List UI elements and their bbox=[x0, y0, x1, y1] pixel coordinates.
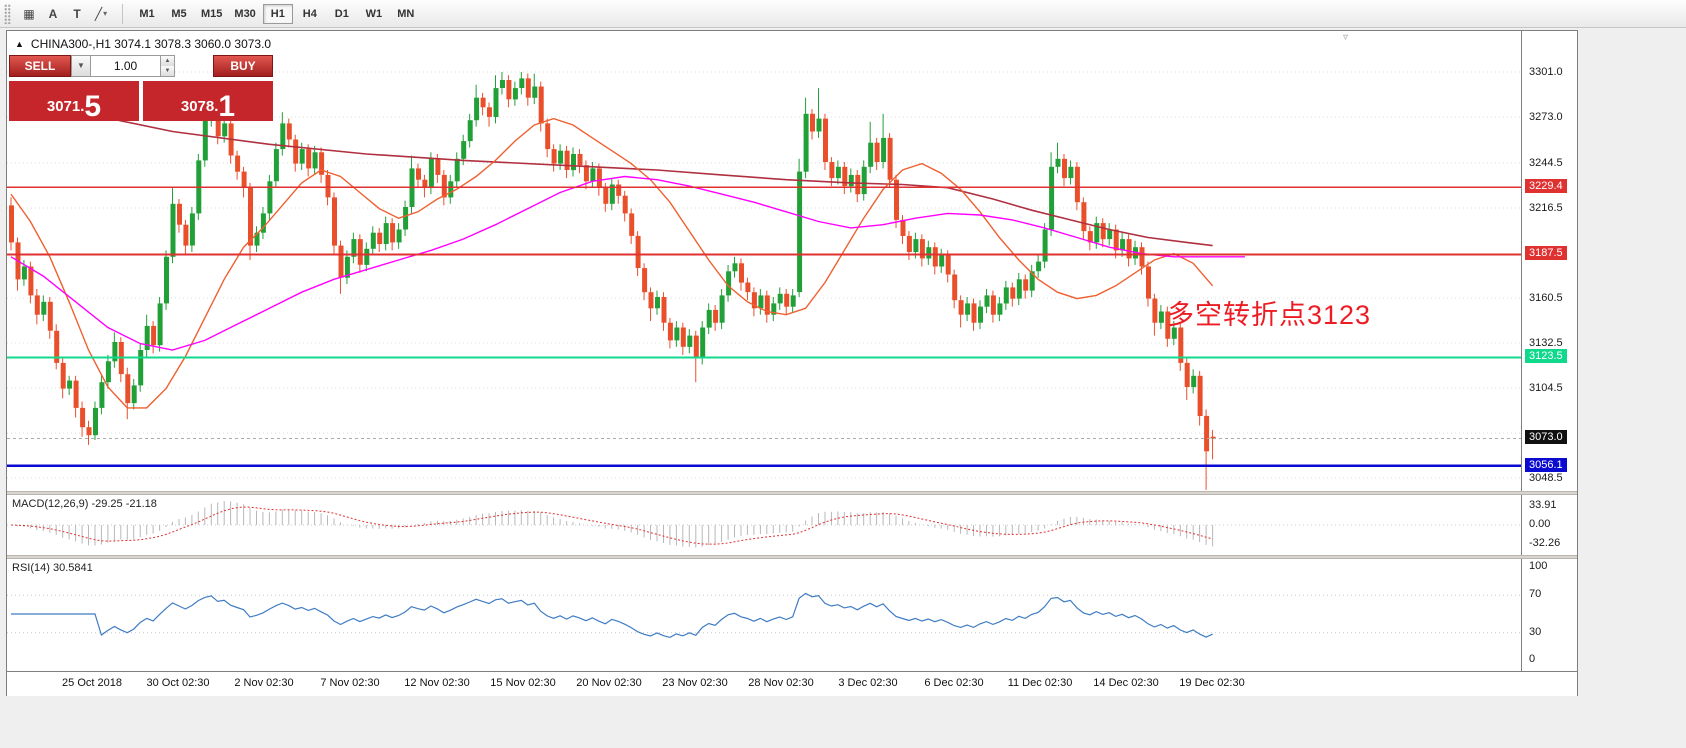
timeframe-H4-button[interactable]: H4 bbox=[295, 4, 325, 24]
rsi-axis-30: 30 bbox=[1529, 626, 1542, 638]
volume-spin-down-icon[interactable]: ▼ bbox=[161, 66, 174, 76]
chart-title-text: CHINA300-,H1 3074.1 3078.3 3060.0 3073.0 bbox=[30, 37, 272, 51]
macd-axis-max: 33.91 bbox=[1529, 499, 1557, 511]
time-axis-label: 11 Dec 02:30 bbox=[1007, 677, 1073, 689]
chart-shift-end-marker-icon: ▿ bbox=[1343, 32, 1349, 43]
price-badge-3056.1: 3056.1 bbox=[1525, 458, 1567, 472]
buy-price-display[interactable]: 3078. 1 bbox=[143, 81, 273, 121]
time-axis-label: 15 Nov 02:30 bbox=[490, 677, 556, 689]
volume-dropdown-button[interactable]: ▼ bbox=[71, 55, 91, 77]
line-draw-tool-button[interactable]: ╱ ▾ bbox=[89, 3, 113, 25]
grid-patt​ern-tool-button[interactable]: ▦ bbox=[17, 3, 41, 25]
time-axis-label: 2 Nov 02:30 bbox=[234, 677, 294, 689]
buy-price-big-digit: 1 bbox=[218, 89, 236, 123]
time-axis-label: 28 Nov 02:30 bbox=[748, 677, 814, 689]
price-badge-3229.4: 3229.4 bbox=[1525, 179, 1567, 193]
volume-spin-up-icon[interactable]: ▲ bbox=[161, 56, 174, 66]
trade-panel-controls: SELL ▼ ▲ ▼ BUY bbox=[9, 55, 273, 77]
timeframe-M30-button[interactable]: M30 bbox=[229, 4, 260, 24]
time-axis-label: 19 Dec 02:30 bbox=[1179, 677, 1245, 689]
price-badge-3187.5: 3187.5 bbox=[1525, 246, 1567, 260]
chart-annotation-text: 多空转折点3123 bbox=[1167, 300, 1372, 330]
line-draw-tool-icon: ╱ bbox=[94, 6, 103, 21]
timeframe-MN-button[interactable]: MN bbox=[391, 4, 421, 24]
price-axis-label: 3301.0 bbox=[1529, 66, 1563, 78]
time-axis-label: 20 Nov 02:30 bbox=[576, 677, 642, 689]
time-axis[interactable]: 25 Oct 2018 30 Oct 02:30 2 Nov 02:30 7 Nov … bbox=[7, 671, 1577, 696]
buy-button[interactable]: BUY bbox=[213, 55, 273, 77]
macd-axis-min: -32.26 bbox=[1529, 537, 1561, 549]
volume-input[interactable] bbox=[91, 55, 161, 77]
panel-splitter-rsi[interactable] bbox=[7, 555, 1577, 559]
rsi-axis-70: 70 bbox=[1529, 588, 1542, 600]
chart-shift-marker-icon: ▲ bbox=[15, 39, 24, 49]
toolbar: ▦ A T ╱ ▾ M1 M5 M15 M30 H1 H4 D1 W1 MN bbox=[0, 0, 1686, 28]
price-axis-label: 3104.5 bbox=[1529, 382, 1563, 394]
price-axis-label: 3048.5 bbox=[1529, 472, 1563, 484]
text-label-tool-icon: A bbox=[48, 6, 58, 21]
timeframe-W1-button[interactable]: W1 bbox=[359, 4, 389, 24]
price-axis-label: 3132.5 bbox=[1529, 337, 1563, 349]
price-axis-label: 3160.5 bbox=[1529, 292, 1563, 304]
rsi-axis-0: 0 bbox=[1529, 653, 1536, 665]
timeframe-M5-button[interactable]: M5 bbox=[164, 4, 194, 24]
price-badge-3073.0: 3073.0 bbox=[1525, 430, 1567, 444]
rsi-axis-100: 100 bbox=[1529, 560, 1548, 572]
price-axis[interactable]: 33.91 0.00 -32.26 100 70 30 0 3301.0 3273… bbox=[1523, 31, 1577, 671]
volume-spinner: ▲ ▼ bbox=[161, 55, 175, 77]
macd-axis-zero: 0.00 bbox=[1529, 518, 1551, 530]
price-axis-label: 3273.0 bbox=[1529, 111, 1563, 123]
timeframe-H1-button[interactable]: H1 bbox=[262, 3, 293, 24]
chart-title: ▲ CHINA300-,H1 3074.1 3078.3 3060.0 3073… bbox=[15, 37, 271, 51]
time-axis-label: 12 Nov 02:30 bbox=[404, 677, 470, 689]
chart-canvas[interactable] bbox=[7, 31, 1577, 671]
tool-group: ▦ A T ╱ ▾ bbox=[17, 3, 113, 25]
chart-window: ▲ CHINA300-,H1 3074.1 3078.3 3060.0 3073… bbox=[6, 30, 1578, 696]
price-axis-label: 3244.5 bbox=[1529, 157, 1563, 169]
buy-price-base: 3078. bbox=[180, 98, 219, 115]
sell-price-big-digit: 5 bbox=[84, 89, 102, 123]
price-axis-label: 3216.5 bbox=[1529, 202, 1563, 214]
sell-price-display[interactable]: 3071. 5 bbox=[9, 81, 139, 121]
grid-patt​ern-tool-icon: ▦ bbox=[23, 6, 35, 21]
one-click-trade-panel: SELL ▼ ▲ ▼ BUY 3071. 5 3078. 1 bbox=[9, 55, 273, 121]
sell-price-base: 3071. bbox=[46, 98, 85, 115]
trade-panel-prices: 3071. 5 3078. 1 bbox=[9, 81, 273, 121]
timeframe-group: M1 M5 M15 M30 H1 H4 D1 W1 MN bbox=[132, 3, 421, 24]
timeframe-M15-button[interactable]: M15 bbox=[196, 4, 227, 24]
panel-splitter-macd[interactable] bbox=[7, 491, 1577, 495]
time-axis-label: 3 Dec 02:30 bbox=[838, 677, 898, 689]
timeframe-D1-button[interactable]: D1 bbox=[327, 4, 357, 24]
macd-indicator-label: MACD(12,26,9) -29.25 -21.18 bbox=[12, 498, 157, 510]
toolbar-separator bbox=[122, 3, 123, 24]
text-frame-tool-icon: T bbox=[73, 6, 81, 21]
time-axis-label: 23 Nov 02:30 bbox=[662, 677, 728, 689]
time-axis-label: 30 Oct 02:30 bbox=[146, 677, 210, 689]
time-axis-label: 25 Oct 2018 bbox=[62, 677, 122, 689]
time-axis-label: 14 Dec 02:30 bbox=[1093, 677, 1159, 689]
time-axis-label: 6 Dec 02:30 bbox=[924, 677, 984, 689]
price-badge-3123.5: 3123.5 bbox=[1525, 349, 1567, 363]
toolbar-drag-handle[interactable] bbox=[4, 3, 11, 24]
time-axis-label: 7 Nov 02:30 bbox=[320, 677, 380, 689]
timeframe-M1-button[interactable]: M1 bbox=[132, 4, 162, 24]
text-frame-tool-button[interactable]: T bbox=[65, 3, 89, 25]
sell-button[interactable]: SELL bbox=[9, 55, 71, 77]
chevron-down-icon: ▾ bbox=[103, 9, 108, 18]
rsi-indicator-label: RSI(14) 30.5841 bbox=[12, 562, 93, 574]
text-label-tool-button[interactable]: A bbox=[41, 3, 65, 25]
